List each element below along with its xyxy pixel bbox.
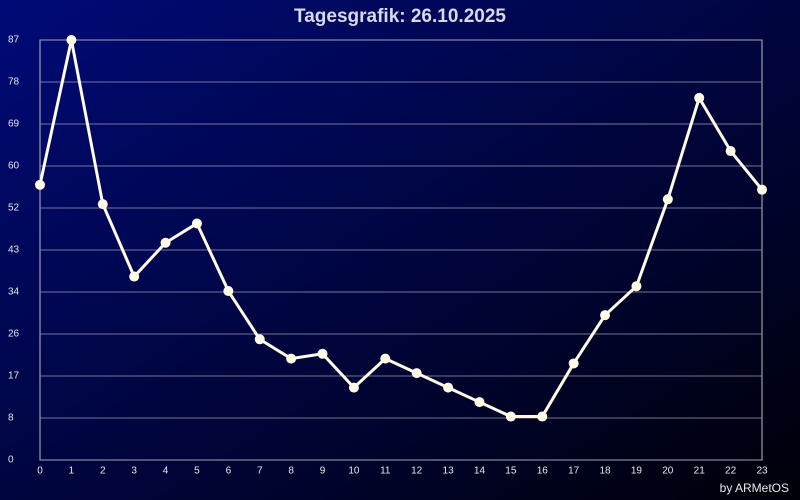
data-point [348, 382, 359, 393]
data-point [97, 199, 108, 210]
data-point [286, 353, 297, 364]
y-tick-label: 69 [8, 119, 20, 130]
y-tick-label: 8 [8, 413, 14, 424]
x-tick-label: 20 [662, 466, 674, 477]
y-tick-label: 34 [8, 287, 20, 298]
x-tick-label: 21 [694, 466, 706, 477]
x-tick-label: 13 [443, 466, 455, 477]
x-tick-label: 11 [380, 466, 391, 477]
x-tick-label: 6 [226, 466, 232, 477]
y-tick-label: 43 [8, 245, 20, 256]
data-point [380, 353, 391, 364]
data-point [254, 334, 265, 345]
chart-title: Tagesgrafik: 26.10.2025 [294, 6, 506, 27]
y-tick-label: 78 [8, 77, 20, 88]
data-point [505, 411, 516, 422]
x-tick-label: 15 [505, 466, 517, 477]
data-point [694, 92, 705, 103]
x-tick-label: 22 [725, 466, 737, 477]
y-tick-label: 26 [8, 329, 20, 340]
data-point [223, 286, 234, 297]
x-tick-label: 19 [631, 466, 643, 477]
data-line [38, 38, 764, 419]
x-tick-label: 7 [257, 466, 263, 477]
x-tick-label: 0 [37, 466, 43, 477]
data-point [568, 358, 579, 369]
data-point [537, 411, 548, 422]
y-tick-label: 0 [8, 455, 14, 466]
x-tick-label: 12 [411, 466, 423, 477]
x-tick-label: 10 [348, 466, 360, 477]
data-point [317, 348, 328, 359]
data-point [443, 382, 454, 393]
data-point [35, 179, 45, 190]
data-point [631, 281, 642, 292]
data-point [725, 146, 736, 157]
data-point [411, 368, 422, 379]
x-tick-label: 1 [69, 466, 75, 477]
data-point [66, 35, 77, 45]
x-tick-label: 3 [131, 466, 137, 477]
data-point [662, 194, 673, 205]
x-tick-label: 17 [568, 466, 580, 477]
y-tick-label: 17 [8, 371, 20, 382]
x-tick-label: 23 [756, 466, 768, 477]
x-tick-label: 18 [599, 466, 611, 477]
x-tick-label: 4 [163, 466, 169, 477]
x-tick-label: 16 [537, 466, 549, 477]
x-tick-label: 2 [100, 466, 106, 477]
x-tick-label: 9 [320, 466, 326, 477]
data-point [160, 237, 171, 248]
data-point [757, 184, 767, 195]
data-point [600, 310, 611, 321]
x-tick-label: 5 [194, 466, 200, 477]
data-point [191, 218, 202, 229]
data-point [129, 271, 140, 282]
y-tick-label: 60 [8, 161, 20, 172]
x-tick-label: 8 [288, 466, 294, 477]
y-tick-label: 52 [8, 203, 20, 214]
data-point [474, 397, 485, 408]
credit: by ARMetOS [720, 481, 789, 495]
x-tick-label: 14 [474, 466, 486, 477]
y-tick-label: 87 [8, 35, 20, 46]
